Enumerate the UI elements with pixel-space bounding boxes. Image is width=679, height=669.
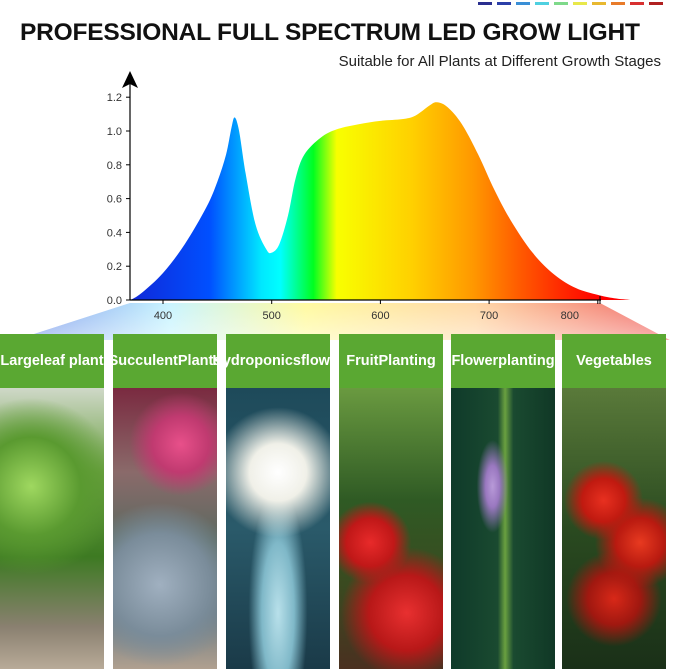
- panel-label-line: Succulent: [108, 353, 178, 369]
- plant-photo: [113, 388, 217, 669]
- x-tick-label: 600: [371, 310, 389, 322]
- panel-label-line: leaf plant: [39, 353, 104, 369]
- y-tick-label: 0.8: [107, 160, 122, 172]
- panel-label-line: Fruit: [346, 353, 379, 369]
- x-tick-label: 700: [480, 310, 498, 322]
- x-tick-label: 400: [154, 310, 172, 322]
- y-tick-label: 1.2: [107, 92, 122, 104]
- light-fan-fade: [15, 303, 670, 340]
- color-bar: [630, 2, 644, 5]
- panel-label-line: planting: [498, 353, 555, 369]
- y-axis-arrow-icon: [122, 71, 138, 88]
- color-bar: [573, 2, 587, 5]
- plant-panel: Flower planting: [451, 334, 555, 669]
- plant-photo: [0, 388, 104, 669]
- panel-label-line: Large: [0, 353, 40, 369]
- panel-label-line: Flower: [451, 353, 499, 369]
- panel-label: Vegetables: [562, 334, 666, 388]
- y-tick-label: 0.4: [107, 227, 122, 239]
- spectrum-chart: 0.0 0.2 0.4 0.6 0.8 1.0 1.2 400 500 600 700 800: [15, 71, 670, 340]
- plant-panel: Large leaf plant: [0, 334, 104, 669]
- color-bar: [554, 2, 568, 5]
- subtitle: Suitable for All Plants at Different Gro…: [338, 53, 661, 70]
- panel-label: Flower planting: [451, 334, 555, 388]
- color-bar: [535, 2, 549, 5]
- plant-panel: Hydroponics flower: [212, 334, 344, 669]
- panel-label-line: Vegetables: [576, 353, 652, 369]
- y-tick-label: 0.6: [107, 194, 122, 206]
- color-bar: [497, 2, 511, 5]
- color-bar: [516, 2, 530, 5]
- y-tick-label: 0.0: [107, 295, 122, 307]
- color-bar: [649, 2, 663, 5]
- panel-label: Large leaf plant: [0, 334, 104, 388]
- x-tick-label: 500: [263, 310, 281, 322]
- panel-label-line: Plants: [177, 353, 222, 369]
- panel-label: Succulent Plants: [109, 334, 221, 388]
- plant-photo: [562, 388, 666, 669]
- panel-label: Fruit Planting: [339, 334, 443, 388]
- panel-label-line: Planting: [378, 353, 436, 369]
- y-tick-label: 1.0: [107, 126, 122, 138]
- plant-panel: Succulent Plants: [109, 334, 221, 669]
- color-bars: [478, 2, 663, 5]
- page-title: PROFESSIONAL FULL SPECTRUM LED GROW LIGH…: [20, 19, 640, 46]
- plant-panel: Vegetables: [562, 334, 666, 669]
- color-bar: [592, 2, 606, 5]
- color-bar: [478, 2, 492, 5]
- plant-photo: [226, 388, 330, 669]
- plant-panel: Fruit Planting: [339, 334, 443, 669]
- x-tick-label: 800: [561, 310, 579, 322]
- spectrum-area: [130, 102, 631, 300]
- plant-photo: [451, 388, 555, 669]
- plant-photo: [339, 388, 443, 669]
- color-bar: [611, 2, 625, 5]
- y-tick-label: 0.2: [107, 261, 122, 273]
- panel-label-line: flower: [300, 353, 344, 369]
- panel-label: Hydroponics flower: [212, 334, 344, 388]
- panel-label-line: Hydroponics: [212, 353, 301, 369]
